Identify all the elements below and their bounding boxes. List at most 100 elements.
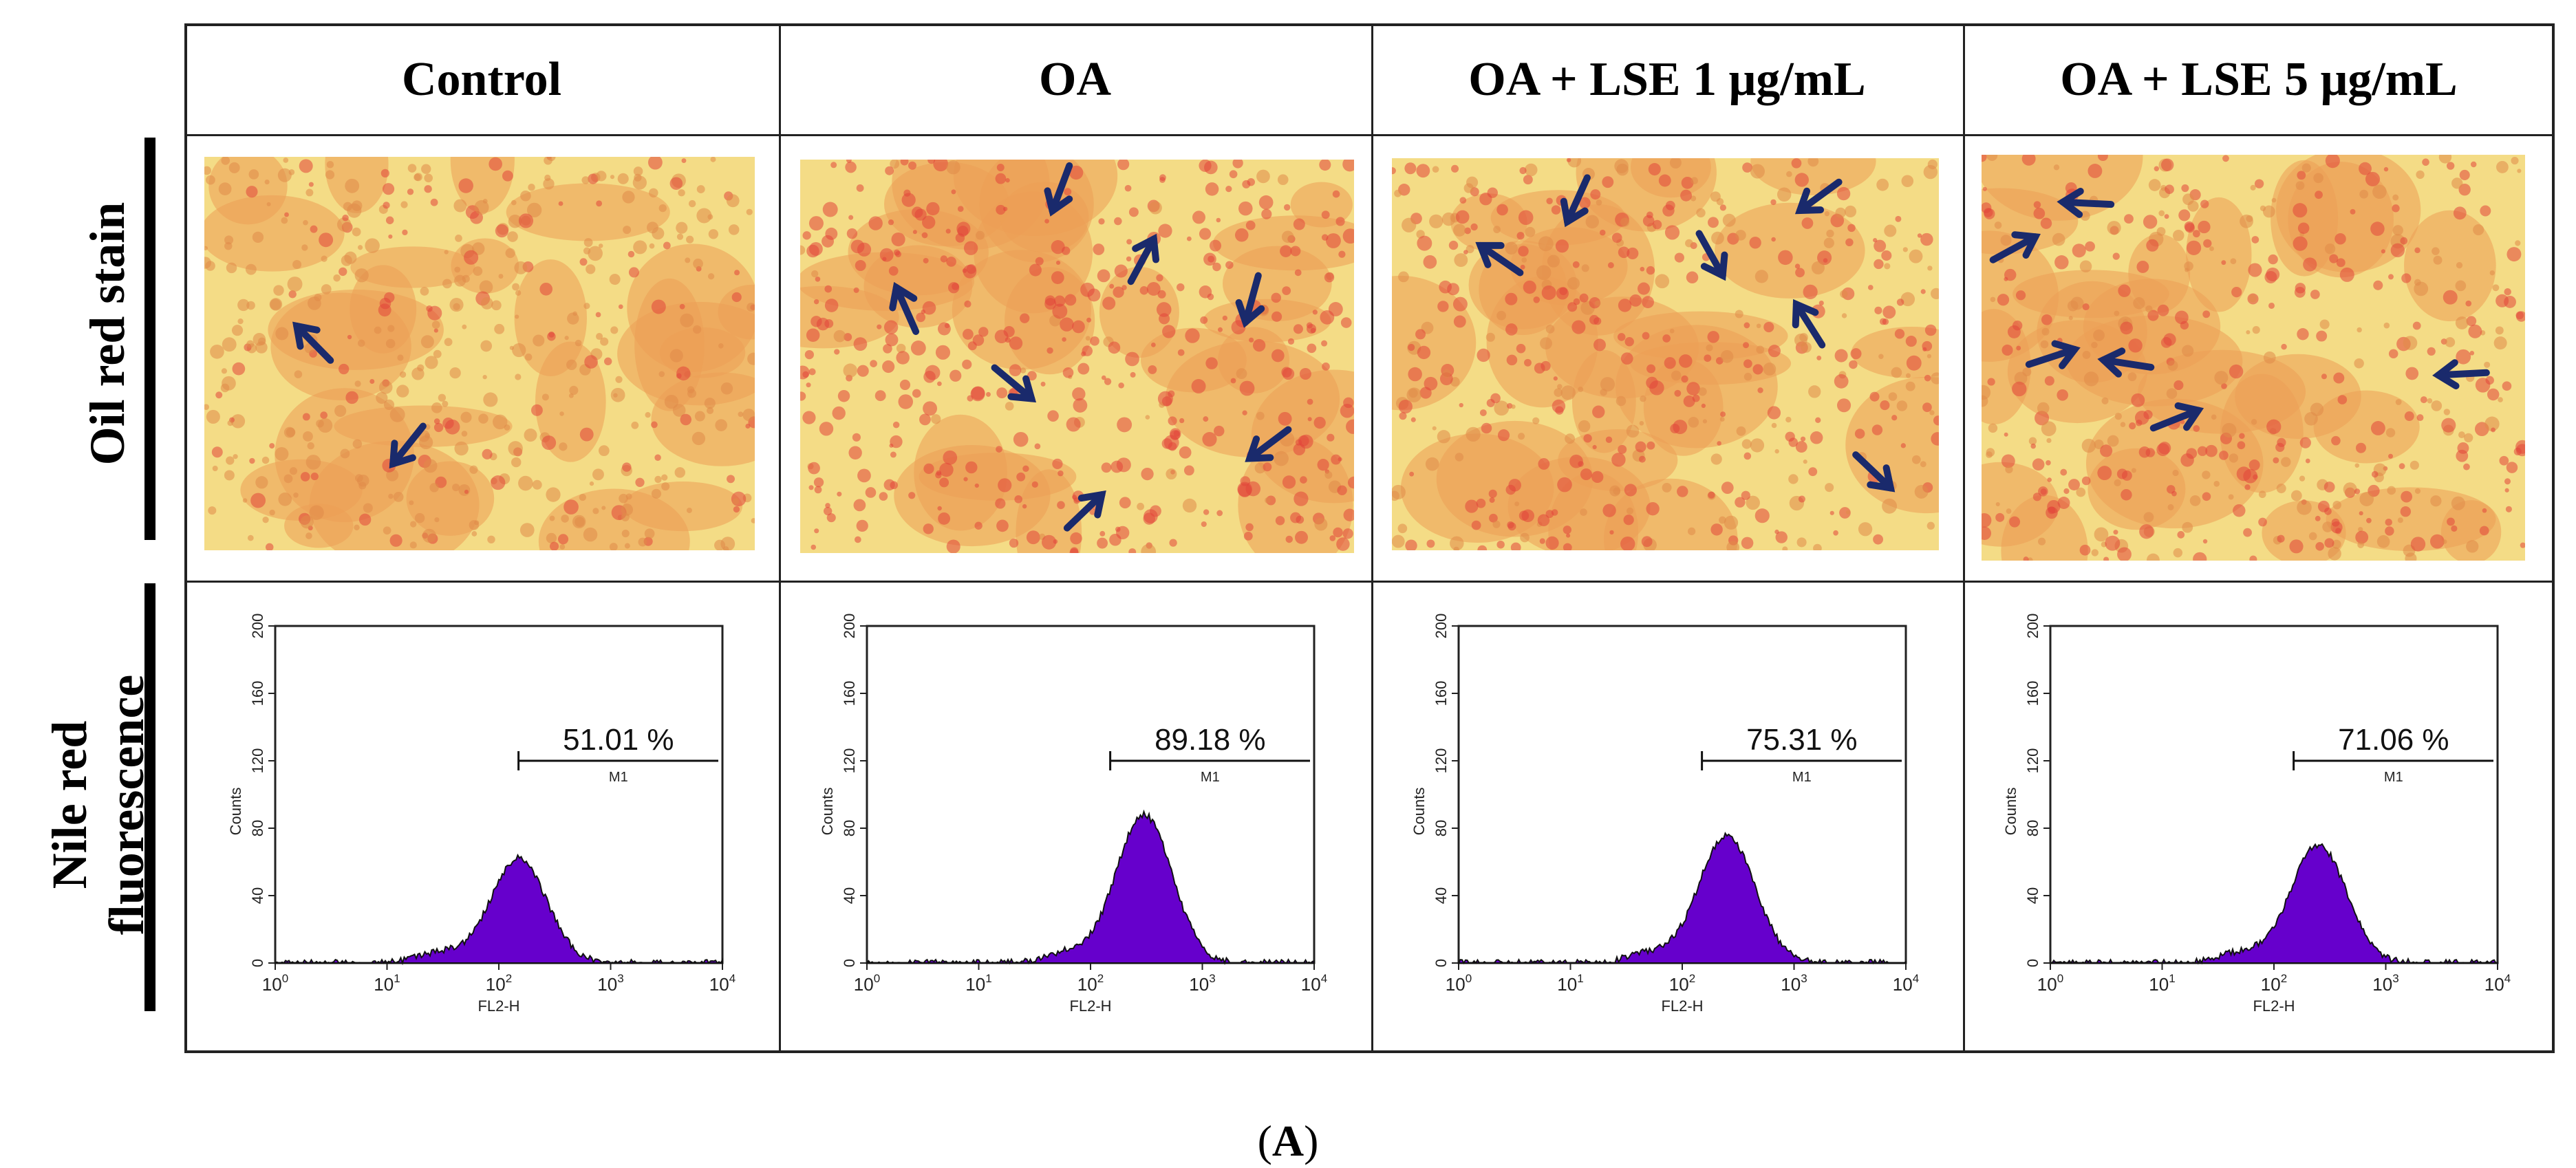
y-tick-label: 160 <box>249 681 266 706</box>
row-divider <box>184 581 2555 583</box>
arrow-icon <box>991 364 1037 403</box>
arrow-icon <box>1560 174 1591 228</box>
x-tick-label: 102 <box>1669 972 1695 995</box>
arrow-icon <box>1695 230 1728 281</box>
histogram-oa-lse-1: 0 40 80 120 160 200 Counts 100 101 102 103 104 FL2-H… <box>1410 614 1919 1015</box>
arrow-icon <box>292 321 334 364</box>
x-tick-label: 101 <box>965 972 991 995</box>
arrow-icon <box>1989 231 2041 263</box>
y-tick-label: 120 <box>2024 748 2041 774</box>
histogram-control: 0 40 80 120 160 200 Counts 100 101 102 103 104 FL2-H… <box>227 614 736 1015</box>
marker-percent: 75.31 % <box>1746 723 1857 757</box>
y-tick-label: 40 <box>1432 887 1450 904</box>
micrograph-control <box>204 157 755 550</box>
x-tick-label: 101 <box>1557 972 1583 995</box>
nile-red-row-bar <box>144 583 155 1011</box>
y-tick-label: 120 <box>841 748 858 774</box>
y-tick-label: 40 <box>841 887 858 904</box>
arrow-icon <box>389 422 427 469</box>
x-tick-label: 101 <box>374 972 400 995</box>
arrow-icon <box>1245 426 1292 462</box>
x-tick-label: 101 <box>2149 972 2175 995</box>
x-tick-label: 104 <box>1301 972 1327 995</box>
x-axis-label: FL2-H <box>1661 997 1703 1015</box>
x-tick-label: 100 <box>854 972 880 995</box>
arrow-icon <box>2432 359 2490 390</box>
marker-label: M1 <box>609 770 628 785</box>
arrow-icon <box>1063 490 1106 532</box>
x-tick-label: 104 <box>1893 972 1919 995</box>
x-tick-label: 104 <box>2484 972 2511 995</box>
arrow-icon <box>2097 347 2155 378</box>
x-axis-label: FL2-H <box>1069 997 1111 1015</box>
arrow-icon <box>1475 241 1524 277</box>
y-tick-label: 0 <box>1432 959 1450 967</box>
y-tick-label: 200 <box>841 614 858 639</box>
arrow-icon <box>2149 402 2204 432</box>
y-tick-label: 0 <box>841 959 858 967</box>
y-axis-label: Counts <box>819 788 836 836</box>
x-tick-label: 103 <box>597 972 623 995</box>
arrow-icon <box>2057 188 2115 218</box>
histogram-oa-lse-5: 0 40 80 120 160 200 Counts 100 101 102 103 104 FL2-H… <box>2002 614 2511 1015</box>
y-tick-label: 160 <box>841 681 858 706</box>
x-tick-label: 100 <box>262 972 288 995</box>
arrow-icon <box>1852 451 1896 493</box>
column-divider <box>1371 23 1373 1053</box>
y-tick-label: 200 <box>2024 614 2041 639</box>
x-axis-label: FL2-H <box>2253 997 2295 1015</box>
row-label-nile-red: Nile red fluorescence <box>42 674 154 936</box>
histogram-area <box>1457 832 1907 965</box>
micrograph-oa <box>800 160 1354 553</box>
y-tick-label: 120 <box>249 748 266 774</box>
y-axis-label: Counts <box>2002 788 2019 836</box>
y-tick-label: 160 <box>1432 681 1450 706</box>
marker-percent: 51.01 % <box>563 723 674 757</box>
oil-red-row-bar <box>144 138 155 540</box>
x-tick-label: 102 <box>1077 972 1104 995</box>
x-tick-label: 103 <box>1189 972 1215 995</box>
y-tick-label: 80 <box>1432 820 1450 836</box>
arrow-icon <box>1792 299 1826 349</box>
y-tick-label: 120 <box>1432 748 1450 774</box>
y-tick-label: 0 <box>2024 959 2041 967</box>
marker-label: M1 <box>1792 770 1812 785</box>
marker-percent: 71.06 % <box>2338 723 2449 757</box>
column-divider <box>1963 23 1965 1053</box>
header-divider <box>184 134 2555 136</box>
arrow-icon <box>1794 178 1843 215</box>
histogram-oa: 0 40 80 120 160 200 Counts 100 101 102 103 104 FL2-H… <box>819 614 1327 1015</box>
y-tick-label: 40 <box>249 887 266 904</box>
y-tick-label: 80 <box>249 820 266 836</box>
plot-frame <box>2049 625 2499 964</box>
row-label-oil-red: Oil red stain <box>80 202 135 466</box>
arrow-icon <box>1044 162 1073 217</box>
figure-grid <box>184 23 2555 1053</box>
arrow-icon <box>1127 233 1160 285</box>
x-tick-label: 103 <box>2372 972 2398 995</box>
marker-label: M1 <box>2384 770 2403 785</box>
x-tick-label: 103 <box>1781 972 1807 995</box>
plot-frame <box>1457 625 1907 964</box>
column-header-oa-lse-1: OA + LSE 1 μg/mL <box>1468 52 1866 106</box>
column-header-oa: OA <box>1039 52 1111 106</box>
marker-label: M1 <box>1201 770 1220 785</box>
plot-frame <box>866 625 1316 964</box>
y-tick-label: 80 <box>841 820 858 836</box>
marker-percent: 89.18 % <box>1155 723 1265 757</box>
x-tick-label: 102 <box>2261 972 2287 995</box>
x-axis-label: FL2-H <box>477 997 519 1015</box>
x-tick-label: 102 <box>486 972 512 995</box>
y-axis-label: Counts <box>1410 788 1428 836</box>
y-tick-label: 200 <box>249 614 266 639</box>
x-tick-label: 100 <box>1446 972 1472 995</box>
arrow-icon <box>2025 340 2081 369</box>
micrograph-oa-lse-5 <box>1982 155 2525 561</box>
arrow-icon <box>1235 272 1265 328</box>
micrograph-oa-lse-1 <box>1392 158 1939 550</box>
y-tick-label: 40 <box>2024 887 2041 904</box>
y-axis-label: Counts <box>227 788 244 836</box>
arrow-icon <box>889 281 920 335</box>
column-header-oa-lse-5: OA + LSE 5 μg/mL <box>2060 52 2458 106</box>
y-tick-label: 80 <box>2024 820 2041 836</box>
